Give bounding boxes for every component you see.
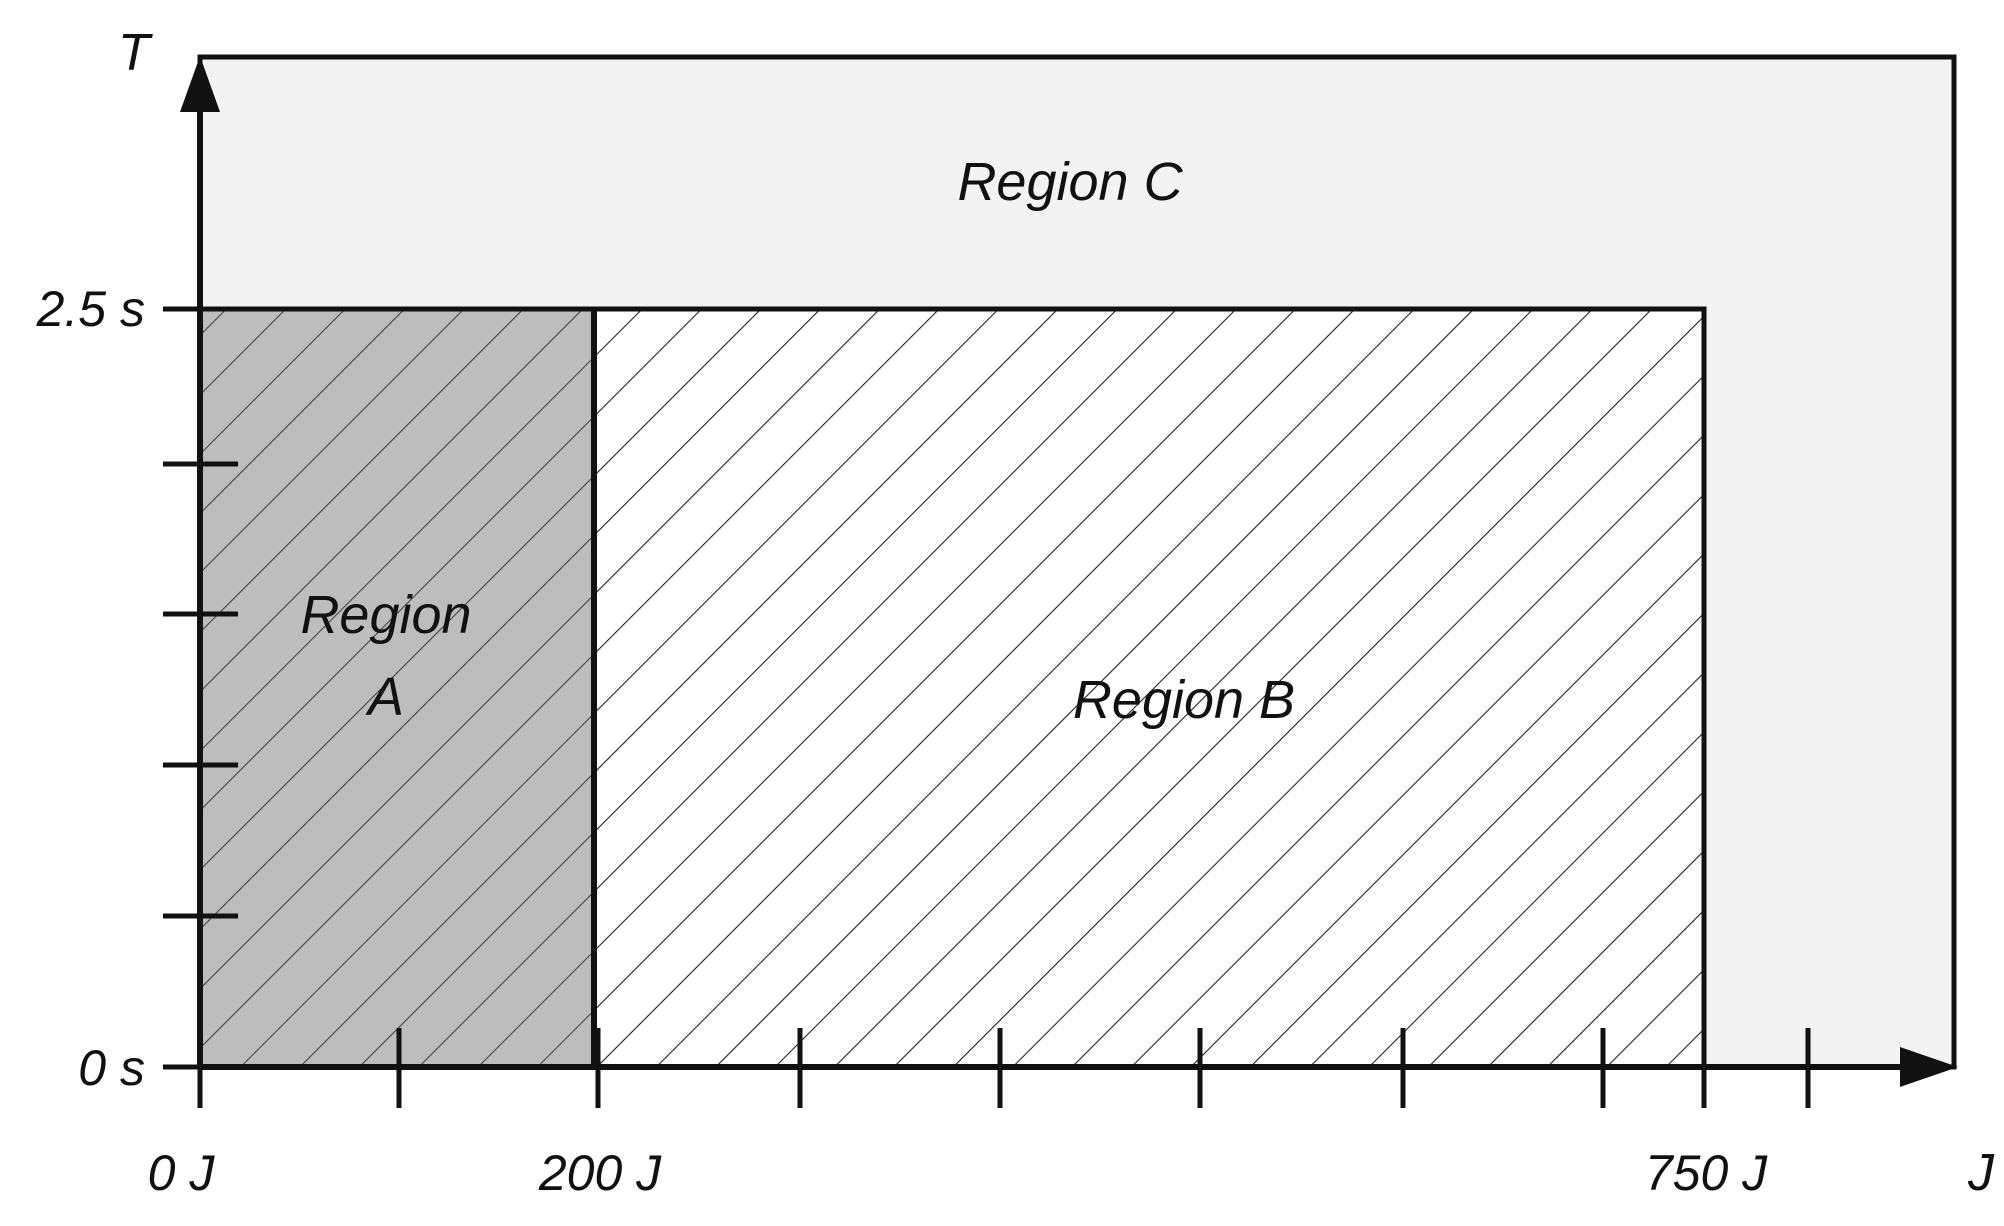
x-tick-label-zero: 0 J bbox=[148, 1145, 216, 1201]
x-axis-title: J bbox=[1967, 1144, 1995, 1202]
y-tick-label-top: 2.5 s bbox=[36, 281, 145, 337]
region-boundary bbox=[200, 306, 1707, 1067]
x-tick-label-mid: 200 J bbox=[538, 1145, 662, 1201]
region-b-label: Region B bbox=[1073, 670, 1295, 730]
y-axis-title: T bbox=[118, 24, 153, 82]
region-a-hatch bbox=[200, 309, 594, 1067]
region-c-label: Region C bbox=[957, 152, 1183, 212]
region-a-label-line1: Region bbox=[300, 585, 471, 645]
y-axis-arrowhead bbox=[180, 56, 220, 112]
region-b-hatch bbox=[594, 309, 1704, 1067]
x-tick-label-high: 750 J bbox=[1645, 1145, 1768, 1201]
y-tick-label-zero: 0 s bbox=[78, 1040, 145, 1096]
x-axis-arrowhead bbox=[1900, 1047, 1958, 1087]
region-a-label-line2: A bbox=[365, 667, 404, 727]
y-ticks bbox=[163, 306, 238, 1070]
x-ticks bbox=[197, 1028, 1811, 1108]
